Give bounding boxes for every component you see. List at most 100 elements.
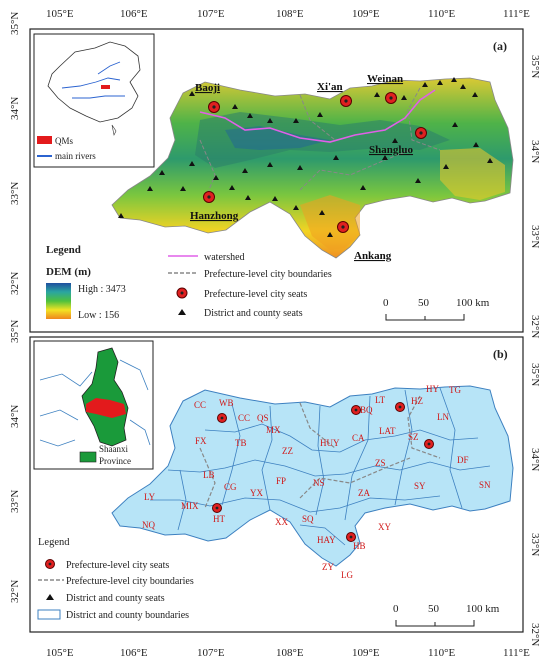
- county-label: CC: [238, 413, 250, 423]
- county-label: SZ: [408, 432, 419, 442]
- seat-hanzhong: [203, 191, 215, 203]
- seat-shangluo: [415, 127, 427, 139]
- shaanxi-outline: [81, 347, 129, 447]
- scale-0: 0: [393, 603, 399, 615]
- lon-label: 106°E: [120, 8, 148, 20]
- lon-label: 106°E: [120, 647, 148, 659]
- county-boundaries-b: [150, 387, 491, 546]
- seat-sz: [424, 439, 434, 449]
- lon-label: 108°E: [276, 8, 304, 20]
- dem-colorbar: [46, 283, 71, 319]
- county-label: LT: [375, 395, 386, 405]
- watershed-label: watershed: [204, 252, 245, 263]
- county-label: MIX: [181, 501, 199, 511]
- scale-50: 50: [428, 603, 440, 615]
- lat-label: 32°N: [9, 272, 21, 295]
- legend-title-a: Legend: [46, 244, 81, 256]
- county-label: SN: [479, 480, 491, 490]
- china-outline: [47, 41, 141, 123]
- lat-label: 32°N: [529, 315, 541, 338]
- dem-high: High : 3473: [78, 284, 126, 295]
- lat-label: 35°N: [529, 55, 541, 78]
- county-label: ZS: [375, 458, 386, 468]
- scale-50: 50: [418, 297, 430, 309]
- seat-bq: [351, 405, 361, 415]
- qms-marker: [101, 85, 110, 89]
- dem-title: DEM (m): [46, 266, 91, 278]
- shaanxi-label: Shaanxi: [99, 444, 128, 454]
- county-label: TG: [449, 385, 461, 395]
- lon-label: 109°E: [352, 647, 380, 659]
- county-label: CA: [352, 433, 365, 443]
- china-island: [111, 124, 117, 136]
- watershed-line: [199, 89, 436, 143]
- legend-a: Legend DEM (m) High : 3473 Low : 156 wat…: [46, 244, 332, 321]
- lon-label: 110°E: [428, 8, 455, 20]
- county-label: LB: [203, 470, 215, 480]
- city-seats-a: [203, 92, 427, 233]
- prefecture-boundaries-b: [199, 395, 441, 509]
- city-seats-b: [212, 402, 434, 542]
- county-label: CC: [194, 400, 206, 410]
- scalebar-a: 0 50 100 km: [383, 297, 490, 321]
- county-label: LN: [437, 412, 449, 422]
- lat-label: 35°N: [529, 363, 541, 386]
- county-bounds-swatch: [37, 609, 61, 620]
- lat-label: 33°N: [9, 490, 21, 513]
- scale-100: 100 km: [456, 297, 490, 309]
- lat-label: 33°N: [529, 533, 541, 556]
- rivers-label: main rivers: [55, 151, 96, 161]
- dem-low: Low : 156: [78, 310, 119, 321]
- panel-a-tag: (a): [493, 39, 507, 53]
- lat-label: 34°N: [529, 140, 541, 163]
- lon-label: 107°E: [197, 8, 225, 20]
- qms-swatch: [37, 136, 52, 144]
- county-label: NS: [313, 478, 325, 488]
- county-label: FX: [195, 436, 207, 446]
- county-region: [111, 385, 514, 567]
- scale-0: 0: [383, 297, 389, 309]
- seats-label-b: Prefecture-level city seats: [66, 560, 169, 571]
- panel-a: 35°N 34°N 33°N 32°N 35°N 34°N 33°N 32°N: [9, 12, 541, 339]
- china-inset: QMs main rivers: [33, 33, 155, 168]
- county-seats-label: District and county seats: [204, 308, 303, 319]
- china-rivers: [61, 61, 125, 99]
- county-label: XX: [275, 517, 288, 527]
- county-seat-swatch-b: [46, 594, 54, 600]
- county-labels: CC WB CC QS MX FX TB ZZ HUY CA LT HZ HY …: [142, 384, 491, 580]
- county-label: FP: [276, 476, 286, 486]
- city-label-weinan: Weinan: [367, 73, 403, 85]
- lon-label: 109°E: [352, 8, 380, 20]
- county-label: BQ: [360, 405, 373, 415]
- dem-ridge: [195, 112, 450, 168]
- county-label: YX: [250, 488, 263, 498]
- lat-label: 34°N: [9, 97, 21, 120]
- qms-region-inset: [86, 398, 126, 418]
- county-label: DF: [457, 455, 469, 465]
- county-label: LAT: [379, 426, 396, 436]
- county-label: HZ: [411, 396, 423, 406]
- county-label: MX: [266, 425, 281, 435]
- dem-south-low: [300, 195, 360, 250]
- boundaries-label-b: Prefecture-level city boundaries: [66, 576, 194, 587]
- county-label: QS: [257, 413, 269, 423]
- county-label: XY: [378, 522, 391, 532]
- panel-b-tag: (b): [493, 347, 508, 361]
- county-seats-a: [118, 77, 493, 237]
- county-label: WB: [219, 398, 234, 408]
- city-label-baoji: Baoji: [195, 82, 220, 94]
- seat-wb: [217, 413, 227, 423]
- scale-100: 100 km: [466, 603, 500, 615]
- legend-b: Legend Prefecture-level city seats Prefe…: [37, 537, 194, 621]
- province-label: Province: [99, 456, 131, 466]
- lat-label: 34°N: [529, 448, 541, 471]
- bottom-longitude-labels: 105°E 106°E 107°E 108°E 109°E 110°E 111°…: [46, 647, 530, 659]
- qms-label: QMs: [55, 136, 74, 146]
- panel-b: 35°N 34°N 33°N 32°N 35°N 34°N 33°N 32°N: [9, 320, 541, 647]
- lat-labels-a: 35°N 34°N 33°N 32°N 35°N 34°N 33°N 32°N: [9, 12, 541, 339]
- seat-baoji: [208, 101, 220, 113]
- seats-label: Prefecture-level city seats: [204, 289, 307, 300]
- county-label: HY: [426, 384, 439, 394]
- lon-label: 110°E: [428, 647, 455, 659]
